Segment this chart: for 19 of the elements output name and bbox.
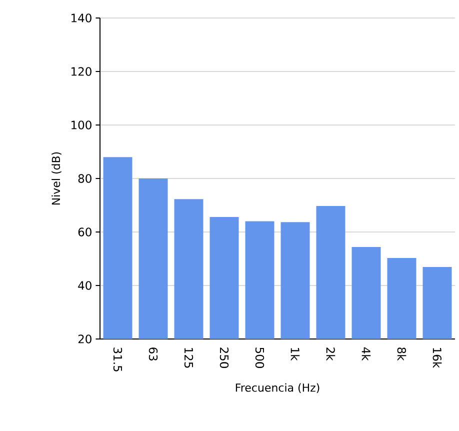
x-tick-label: 4k — [362, 347, 371, 361]
y-tick-label: 120 — [72, 67, 92, 76]
x-tick-label: 250 — [220, 348, 229, 368]
x-tick-label: 500 — [255, 348, 264, 368]
y-tick-label: 40 — [78, 281, 92, 290]
x-tick-label: 16k — [432, 348, 442, 368]
x-tick-label: 125 — [184, 348, 194, 368]
x-axis-title: Frecuencia (Hz) — [236, 383, 320, 394]
y-tick-label: 140 — [72, 14, 92, 22]
x-tick-label: 2k — [326, 348, 336, 361]
x-tick-label: 1k — [290, 348, 300, 361]
y-tick-label: 20 — [78, 334, 92, 344]
y-tick-label: 80 — [78, 174, 92, 183]
x-tick-label: 31.5 — [113, 348, 122, 372]
x-tick-label: 8k — [397, 348, 406, 361]
y-axis-title: Nivel (dB) — [52, 152, 62, 205]
x-tick-label: 63 — [148, 348, 158, 360]
y-tick-label: 100 — [72, 120, 92, 130]
y-tick-label: 60 — [78, 228, 92, 236]
